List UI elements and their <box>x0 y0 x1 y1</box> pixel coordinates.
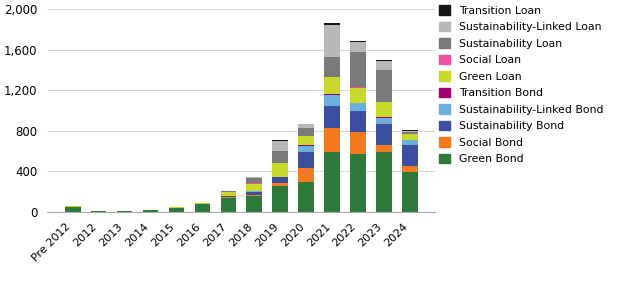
Bar <box>324 25 340 57</box>
Bar <box>298 145 314 146</box>
Bar <box>273 141 288 151</box>
Bar <box>246 184 262 191</box>
Bar <box>143 210 158 212</box>
Bar <box>402 134 417 140</box>
Bar <box>65 207 81 212</box>
Bar <box>298 153 314 168</box>
Bar <box>273 151 288 163</box>
Bar <box>350 132 365 154</box>
Bar <box>298 146 314 153</box>
Bar <box>324 128 340 152</box>
Bar <box>376 71 392 102</box>
Bar <box>350 52 365 87</box>
Bar <box>273 163 288 176</box>
Bar <box>221 191 236 192</box>
Bar <box>324 57 340 76</box>
Bar <box>246 195 262 196</box>
Bar <box>298 124 314 128</box>
Bar <box>298 182 314 212</box>
Bar <box>376 102 392 117</box>
Bar <box>324 23 340 25</box>
Bar <box>91 211 106 212</box>
Bar <box>221 192 236 196</box>
Bar <box>376 61 392 71</box>
Bar <box>246 177 262 178</box>
Bar <box>350 41 365 42</box>
Bar <box>350 88 365 103</box>
Bar <box>65 206 81 207</box>
Bar <box>350 111 365 132</box>
Bar <box>376 152 392 212</box>
Bar <box>402 130 417 131</box>
Bar <box>324 77 340 94</box>
Bar <box>376 145 392 152</box>
Bar <box>402 145 417 166</box>
Bar <box>350 87 365 88</box>
Bar <box>273 183 288 186</box>
Bar <box>246 192 262 195</box>
Bar <box>298 136 314 145</box>
Bar <box>298 168 314 182</box>
Bar <box>402 132 417 134</box>
Bar <box>402 166 417 172</box>
Bar <box>324 106 340 128</box>
Bar <box>273 177 288 183</box>
Bar <box>402 140 417 145</box>
Bar <box>246 196 262 212</box>
Bar <box>195 203 210 204</box>
Bar <box>402 172 417 212</box>
Bar <box>402 131 417 132</box>
Bar <box>376 60 392 61</box>
Bar <box>273 186 288 212</box>
Legend: Transition Loan, Sustainability-Linked Loan, Sustainability Loan, Social Loan, G: Transition Loan, Sustainability-Linked L… <box>439 5 603 164</box>
Bar <box>350 103 365 111</box>
Bar <box>324 76 340 77</box>
Bar <box>221 196 236 197</box>
Bar <box>221 198 236 212</box>
Bar <box>350 154 365 212</box>
Bar <box>298 128 314 136</box>
Bar <box>376 118 392 123</box>
Bar <box>298 123 314 124</box>
Bar <box>195 204 210 212</box>
Bar <box>169 207 184 208</box>
Bar <box>324 152 340 212</box>
Bar <box>221 197 236 198</box>
Bar <box>324 94 340 95</box>
Bar <box>376 117 392 118</box>
Bar <box>169 208 184 212</box>
Bar <box>246 178 262 183</box>
Bar <box>376 123 392 145</box>
Bar <box>117 211 132 212</box>
Bar <box>350 42 365 52</box>
Bar <box>324 95 340 106</box>
Bar <box>246 191 262 192</box>
